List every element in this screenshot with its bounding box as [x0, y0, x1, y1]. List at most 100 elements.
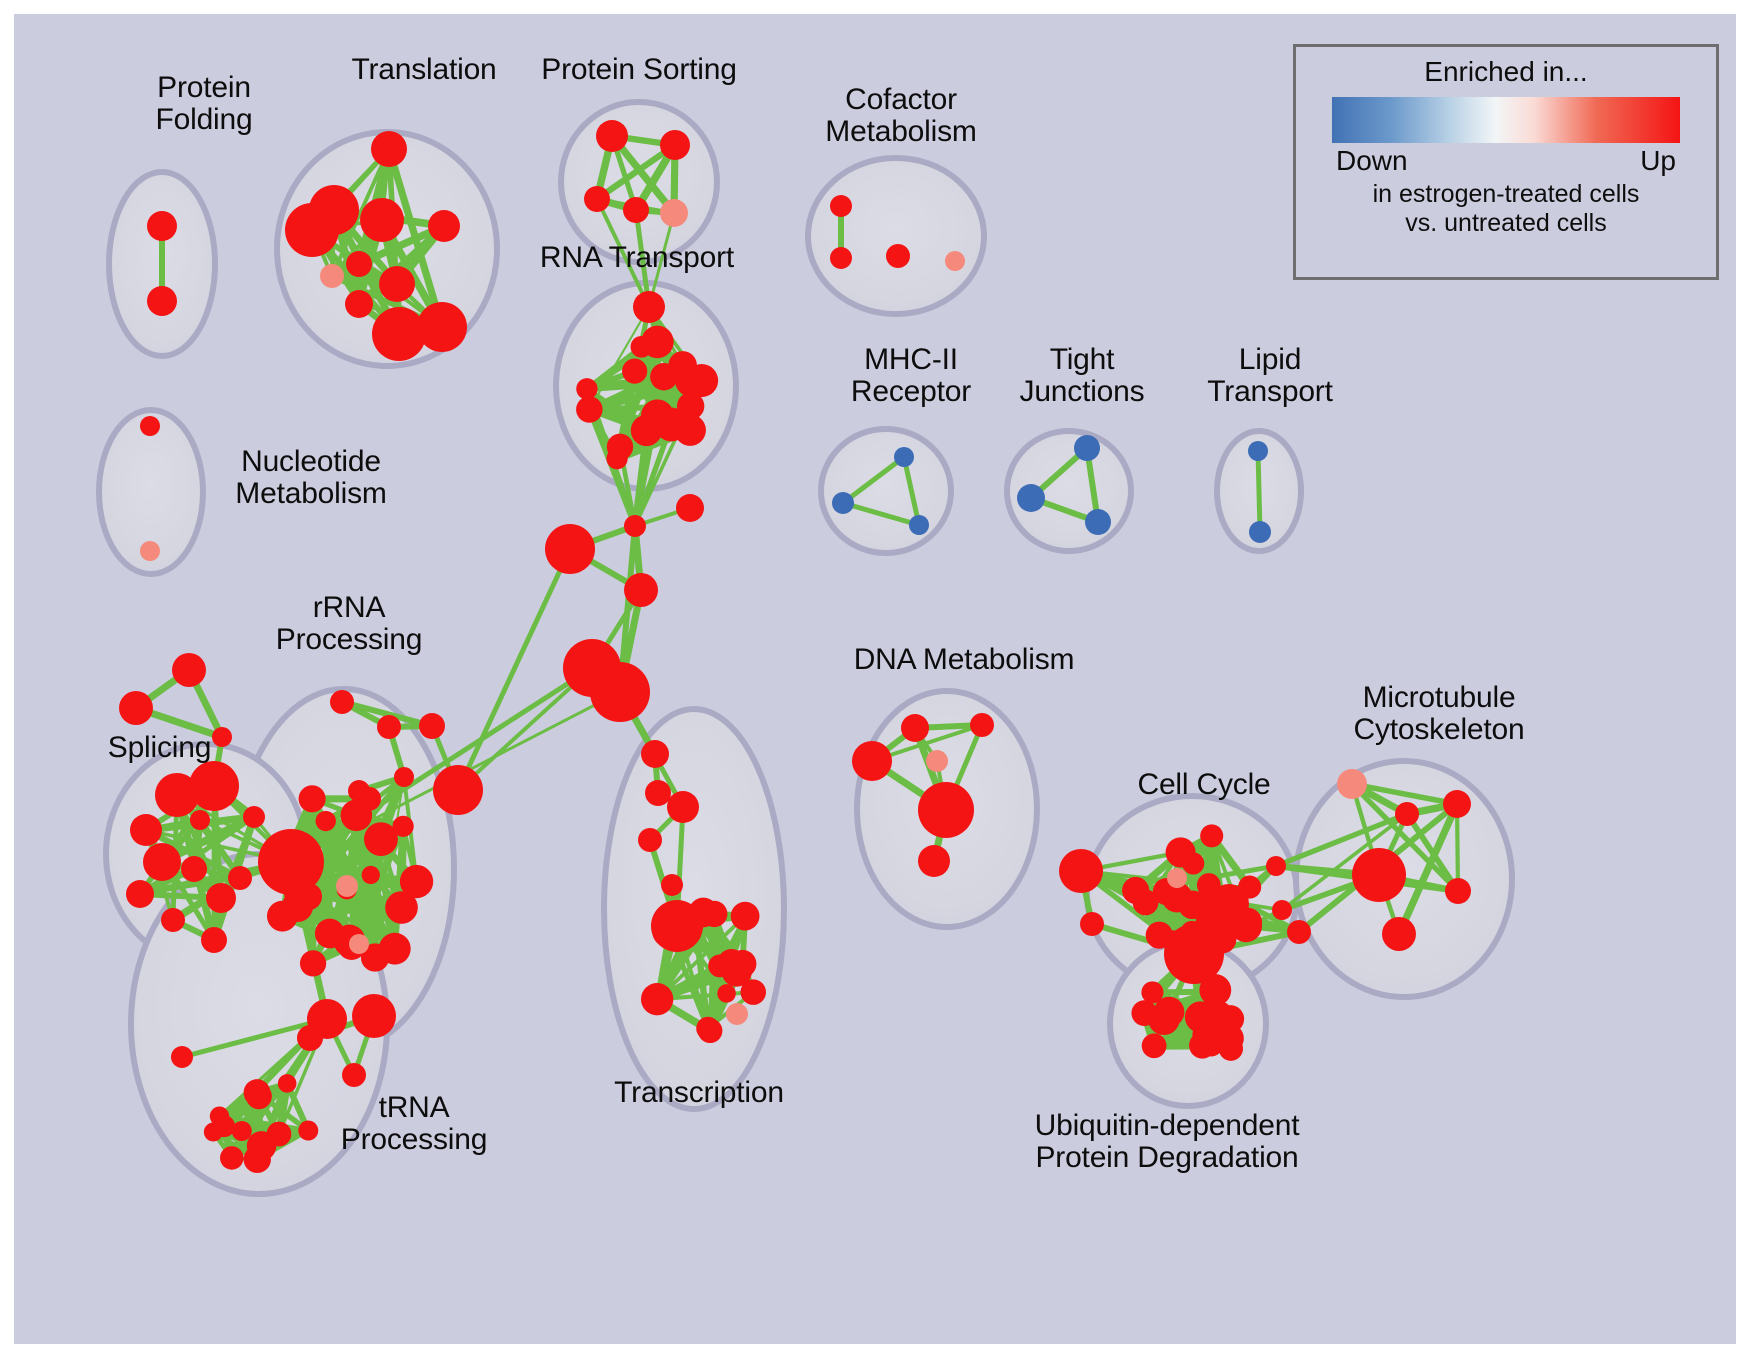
network-node[interactable] [596, 120, 628, 152]
network-node[interactable] [394, 767, 414, 787]
network-node[interactable] [352, 994, 396, 1038]
network-node[interactable] [717, 984, 736, 1003]
network-node[interactable] [171, 1046, 193, 1068]
network-node[interactable] [584, 186, 610, 212]
network-node[interactable] [190, 810, 210, 830]
network-node[interactable] [277, 1074, 297, 1093]
network-node[interactable] [1145, 921, 1173, 949]
network-node[interactable] [970, 713, 994, 737]
network-node[interactable] [830, 247, 852, 269]
network-node[interactable] [1266, 856, 1286, 876]
network-node[interactable] [147, 286, 177, 316]
network-node[interactable] [243, 1079, 271, 1106]
network-node[interactable] [285, 203, 339, 257]
network-node[interactable] [231, 1120, 252, 1142]
network-node[interactable] [638, 828, 662, 852]
network-node[interactable] [1178, 890, 1207, 920]
network-node[interactable] [266, 1121, 292, 1147]
network-node[interactable] [1141, 1033, 1167, 1059]
network-node[interactable] [696, 1016, 720, 1041]
network-node[interactable] [1249, 521, 1271, 543]
network-node[interactable] [143, 843, 181, 881]
network-node[interactable] [830, 195, 852, 217]
network-node[interactable] [349, 934, 369, 954]
network-node[interactable] [228, 866, 252, 890]
network-node[interactable] [852, 741, 892, 781]
network-node[interactable] [161, 908, 185, 932]
network-node[interactable] [730, 901, 760, 931]
network-node[interactable] [624, 515, 646, 537]
network-node[interactable] [155, 773, 199, 817]
network-node[interactable] [623, 197, 649, 223]
network-node[interactable] [298, 1120, 319, 1141]
network-node[interactable] [243, 1145, 271, 1174]
network-node[interactable] [1182, 852, 1205, 875]
network-node[interactable] [832, 492, 854, 514]
network-node[interactable] [1141, 981, 1164, 1004]
network-node[interactable] [315, 810, 336, 832]
network-node[interactable] [726, 1003, 748, 1025]
network-node[interactable] [641, 740, 669, 768]
network-node[interactable] [140, 541, 160, 561]
network-node[interactable] [298, 785, 326, 813]
network-node[interactable] [590, 662, 650, 722]
network-node[interactable] [297, 1025, 323, 1051]
network-node[interactable] [212, 727, 232, 747]
network-node[interactable] [1074, 435, 1100, 461]
network-node[interactable] [342, 1063, 366, 1087]
network-node[interactable] [630, 335, 653, 358]
network-node[interactable] [417, 302, 467, 352]
network-node[interactable] [330, 690, 354, 714]
network-node[interactable] [220, 1146, 244, 1170]
network-node[interactable] [299, 950, 327, 977]
network-node[interactable] [1059, 849, 1103, 893]
network-node[interactable] [266, 900, 298, 932]
network-node[interactable] [172, 653, 206, 687]
network-node[interactable] [371, 131, 407, 167]
network-node[interactable] [1209, 884, 1249, 924]
network-node[interactable] [1287, 920, 1311, 944]
network-node[interactable] [1017, 484, 1045, 512]
network-node[interactable] [346, 251, 372, 277]
network-node[interactable] [336, 875, 358, 897]
network-node[interactable] [1248, 441, 1268, 461]
network-node[interactable] [633, 291, 665, 323]
network-node[interactable] [119, 691, 153, 725]
network-node[interactable] [385, 891, 418, 924]
network-node[interactable] [130, 814, 162, 846]
network-node[interactable] [1085, 509, 1111, 535]
network-node[interactable] [640, 983, 674, 1016]
network-node[interactable] [433, 765, 483, 815]
network-node[interactable] [918, 845, 950, 877]
network-node[interactable] [894, 447, 914, 467]
network-node[interactable] [945, 251, 965, 271]
network-node[interactable] [372, 307, 426, 361]
network-node[interactable] [901, 714, 929, 742]
network-node[interactable] [378, 932, 411, 965]
network-node[interactable] [1443, 790, 1471, 818]
network-node[interactable] [721, 956, 752, 987]
network-node[interactable] [1167, 868, 1187, 888]
network-node[interactable] [676, 494, 704, 522]
network-node[interactable] [576, 378, 598, 400]
network-node[interactable] [428, 210, 460, 242]
network-node[interactable] [918, 782, 974, 838]
network-node[interactable] [258, 829, 324, 895]
network-node[interactable] [345, 290, 373, 318]
network-node[interactable] [361, 865, 380, 885]
network-node[interactable] [314, 918, 345, 949]
network-node[interactable] [360, 198, 404, 242]
network-node[interactable] [1272, 900, 1292, 920]
network-node[interactable] [661, 874, 683, 896]
network-node[interactable] [1395, 802, 1419, 826]
network-node[interactable] [377, 715, 401, 739]
network-node[interactable] [419, 713, 445, 739]
network-node[interactable] [740, 979, 767, 1005]
network-node[interactable] [660, 199, 688, 227]
network-node[interactable] [399, 864, 434, 899]
network-node[interactable] [392, 815, 414, 837]
network-node[interactable] [606, 448, 628, 470]
network-node[interactable] [206, 883, 236, 913]
network-node[interactable] [140, 416, 160, 436]
network-node[interactable] [676, 392, 705, 420]
